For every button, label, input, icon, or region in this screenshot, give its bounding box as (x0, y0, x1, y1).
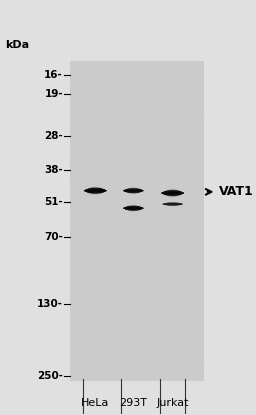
Ellipse shape (164, 203, 181, 206)
Text: HeLa: HeLa (81, 398, 110, 408)
Ellipse shape (84, 189, 106, 193)
Ellipse shape (163, 203, 183, 205)
Ellipse shape (85, 188, 106, 193)
Ellipse shape (162, 191, 183, 195)
Ellipse shape (164, 202, 181, 206)
Ellipse shape (125, 188, 142, 193)
Ellipse shape (124, 188, 143, 193)
Ellipse shape (162, 191, 184, 195)
Ellipse shape (124, 188, 143, 193)
Ellipse shape (123, 207, 144, 210)
Ellipse shape (84, 189, 107, 192)
Ellipse shape (124, 188, 142, 193)
Ellipse shape (162, 190, 183, 195)
Ellipse shape (161, 191, 184, 195)
Ellipse shape (123, 207, 143, 210)
Text: 38-: 38- (44, 165, 63, 175)
Ellipse shape (161, 192, 184, 195)
Text: 250-: 250- (37, 371, 63, 381)
Text: 16-: 16- (44, 70, 63, 80)
Ellipse shape (163, 203, 182, 205)
Text: 19-: 19- (44, 89, 63, 99)
Ellipse shape (124, 206, 143, 210)
Ellipse shape (162, 190, 183, 195)
Ellipse shape (86, 188, 105, 194)
Ellipse shape (164, 203, 182, 206)
Ellipse shape (123, 207, 144, 210)
Ellipse shape (162, 203, 183, 205)
Text: kDa: kDa (5, 40, 29, 50)
Ellipse shape (123, 207, 143, 210)
Ellipse shape (85, 188, 105, 193)
Ellipse shape (85, 188, 106, 193)
Ellipse shape (85, 188, 105, 193)
Text: 51-: 51- (44, 197, 63, 207)
Ellipse shape (123, 189, 143, 192)
Ellipse shape (124, 207, 143, 210)
Ellipse shape (125, 205, 142, 211)
Ellipse shape (164, 203, 181, 205)
Ellipse shape (162, 191, 184, 195)
Ellipse shape (163, 203, 182, 205)
Ellipse shape (125, 205, 142, 211)
Ellipse shape (163, 192, 182, 194)
Ellipse shape (125, 188, 142, 194)
Ellipse shape (123, 190, 144, 192)
Ellipse shape (124, 189, 143, 193)
Ellipse shape (164, 203, 182, 205)
Ellipse shape (85, 188, 106, 193)
Ellipse shape (124, 189, 143, 193)
Ellipse shape (163, 203, 182, 205)
Ellipse shape (86, 187, 104, 194)
Bar (70, 61, 204, 381)
Ellipse shape (164, 190, 182, 197)
Ellipse shape (162, 203, 183, 205)
Ellipse shape (124, 206, 143, 210)
Ellipse shape (125, 188, 142, 193)
Ellipse shape (124, 206, 143, 210)
Ellipse shape (125, 206, 142, 211)
Ellipse shape (163, 190, 182, 196)
Ellipse shape (164, 203, 182, 206)
Text: 130-: 130- (37, 299, 63, 309)
Ellipse shape (86, 188, 105, 194)
Ellipse shape (163, 190, 182, 196)
Ellipse shape (86, 187, 105, 194)
Ellipse shape (86, 187, 104, 194)
Ellipse shape (163, 190, 182, 196)
Ellipse shape (123, 189, 143, 192)
Text: 28-: 28- (44, 132, 63, 142)
Ellipse shape (124, 206, 143, 210)
Ellipse shape (84, 189, 107, 192)
Ellipse shape (125, 205, 142, 211)
Ellipse shape (86, 188, 105, 194)
Ellipse shape (123, 189, 144, 192)
Ellipse shape (84, 188, 106, 193)
Ellipse shape (163, 190, 183, 196)
Text: 293T: 293T (119, 398, 147, 408)
Ellipse shape (86, 190, 104, 192)
Ellipse shape (124, 189, 143, 193)
Ellipse shape (125, 205, 142, 211)
Ellipse shape (84, 189, 106, 193)
Ellipse shape (124, 206, 142, 210)
Text: VAT1: VAT1 (219, 186, 253, 198)
Ellipse shape (163, 203, 182, 205)
Ellipse shape (125, 207, 142, 209)
Ellipse shape (125, 188, 142, 193)
Ellipse shape (164, 202, 181, 206)
Ellipse shape (164, 202, 181, 206)
Ellipse shape (125, 190, 142, 192)
Text: Jurkat: Jurkat (156, 398, 189, 408)
Ellipse shape (163, 203, 183, 205)
Ellipse shape (163, 190, 183, 196)
Ellipse shape (125, 188, 142, 193)
Ellipse shape (164, 189, 182, 197)
Ellipse shape (125, 205, 141, 211)
Text: 70-: 70- (44, 232, 63, 242)
Ellipse shape (125, 188, 141, 194)
Ellipse shape (162, 191, 184, 195)
Ellipse shape (163, 190, 183, 196)
